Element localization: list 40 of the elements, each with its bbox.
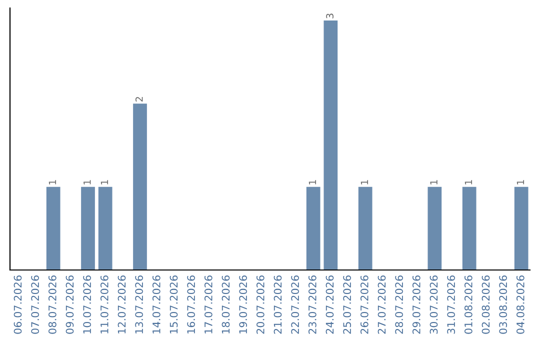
x-tick-label: 23.07.2026 — [308, 276, 316, 334]
x-tick-label: 24.07.2026 — [326, 276, 334, 334]
x-tick-label: 01.08.2026 — [464, 276, 472, 334]
data-label: 3 — [326, 14, 334, 18]
x-tick-label: 28.07.2026 — [395, 276, 404, 334]
x-tick-label: 22.07.2026 — [291, 276, 300, 334]
x-tick-label: 25.07.2026 — [343, 276, 352, 334]
x-tick-label: 13.07.2026 — [135, 276, 144, 334]
x-tick-label: 20.07.2026 — [256, 276, 264, 334]
x-tick-label: 30.07.2026 — [430, 276, 438, 334]
data-label: 1 — [464, 180, 472, 184]
x-tick-label: 08.07.2026 — [48, 276, 56, 334]
data-label: 2 — [135, 97, 143, 102]
x-tick-label: 15.07.2026 — [170, 276, 178, 334]
data-label: 1 — [360, 180, 368, 184]
x-tick-label: 03.08.2026 — [499, 276, 508, 334]
x-tick-label: 04.08.2026 — [516, 276, 524, 334]
x-tick-label: 06.07.2026 — [14, 276, 22, 334]
x-tick-label: 19.07.2026 — [239, 276, 248, 334]
x-tick-label: 11.07.2026 — [100, 276, 108, 334]
data-label: 1 — [84, 180, 91, 184]
x-tick-label: 29.07.2026 — [412, 276, 420, 334]
x-tick-label: 16.07.2026 — [187, 276, 196, 334]
data-label: 1 — [430, 180, 438, 184]
x-tick-label: 10.07.2026 — [83, 276, 92, 334]
data-label: 1 — [48, 180, 56, 184]
data-label: 1 — [100, 180, 108, 184]
x-tick-label: 26.07.2026 — [360, 276, 368, 334]
data-label: 1 — [308, 180, 316, 184]
x-tick-label: 21.07.2026 — [274, 276, 282, 334]
x-tick-label: 02.08.2026 — [482, 276, 490, 334]
x-tick-label: 27.07.2026 — [378, 276, 386, 334]
x-tick-label: 07.07.2026 — [31, 276, 40, 334]
x-tick-label: 31.07.2026 — [447, 276, 456, 334]
x-tick-label: 17.07.2026 — [204, 276, 212, 334]
x-tick-label: 14.07.2026 — [152, 276, 160, 334]
data-label: 1 — [516, 180, 524, 184]
x-tick-label: 18.07.2026 — [222, 276, 230, 334]
x-tick-label: 09.07.2026 — [66, 276, 74, 334]
x-tick-label: 12.07.2026 — [118, 276, 126, 334]
